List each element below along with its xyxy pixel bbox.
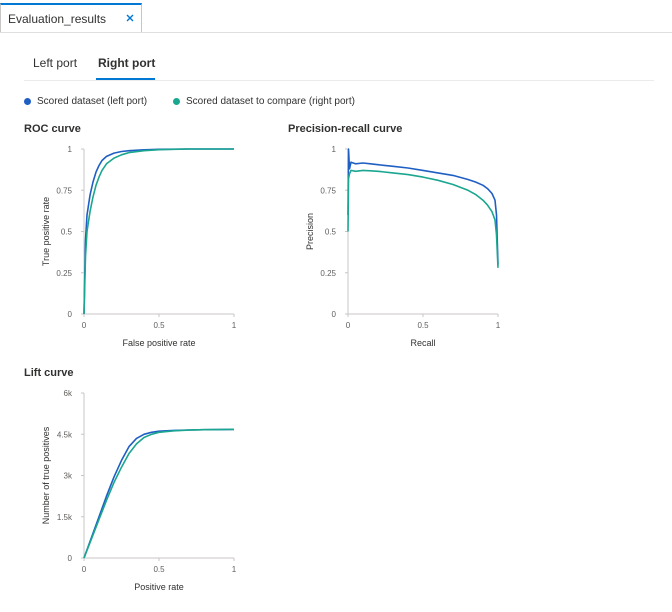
y-tick-label: 3k bbox=[64, 472, 73, 481]
x-axis-title: Positive rate bbox=[134, 582, 184, 592]
legend-dot-icon bbox=[24, 97, 31, 105]
lift-chart-title: Lift curve bbox=[24, 367, 74, 379]
y-tick-label: 0.5 bbox=[325, 228, 337, 237]
roc-chart[interactable]: 0 0.25 0.5 0.75 1 0 0.5 1 False positive rate Tru… bbox=[24, 140, 254, 355]
y-tick-label: 1 bbox=[68, 145, 73, 154]
y-tick-label: 0.75 bbox=[56, 186, 72, 195]
y-tick-label: 0.25 bbox=[320, 269, 336, 278]
series-line-right-port[interactable] bbox=[347, 169, 499, 268]
document-tab-bar: Evaluation_results bbox=[0, 0, 672, 33]
legend-dot-icon bbox=[173, 97, 180, 105]
y-tick-label: 0 bbox=[68, 310, 73, 319]
y-tick-label: 0.5 bbox=[61, 228, 73, 237]
legend-item-right-port[interactable]: Scored dataset to compare (right port) bbox=[173, 94, 355, 108]
y-tick-label: 0.75 bbox=[320, 186, 336, 195]
active-tab-indicator bbox=[96, 78, 155, 80]
document-tab-title: Evaluation_results bbox=[8, 12, 107, 26]
x-axis-title: Recall bbox=[410, 338, 435, 348]
series-line-left-port[interactable] bbox=[83, 148, 234, 315]
series-line-right-port[interactable] bbox=[83, 148, 234, 315]
y-axis-title: True positive rate bbox=[41, 197, 51, 266]
y-tick-label: 0 bbox=[68, 554, 73, 563]
y-tick-label: 4.5k bbox=[57, 430, 73, 439]
x-tick-label: 0 bbox=[346, 321, 351, 330]
tab-right-port[interactable]: Right port bbox=[98, 56, 156, 70]
x-tick-label: 0.5 bbox=[153, 565, 165, 574]
close-icon[interactable] bbox=[124, 12, 136, 24]
pr-chart[interactable]: 0 0.25 0.5 0.75 1 0 0.5 1 Recall Precision bbox=[288, 140, 518, 355]
document-tab[interactable]: Evaluation_results bbox=[0, 3, 142, 32]
lift-chart[interactable]: 0 1.5k 3k 4.5k 6k 0 0.5 1 Positive rate Number of… bbox=[24, 384, 254, 599]
y-axis-title: Precision bbox=[305, 213, 315, 250]
legend-label: Scored dataset (left port) bbox=[37, 95, 148, 107]
y-axis-title: Number of true positives bbox=[41, 426, 51, 524]
tab-left-port[interactable]: Left port bbox=[33, 56, 78, 70]
legend-label: Scored dataset to compare (right port) bbox=[186, 95, 355, 107]
x-tick-label: 1 bbox=[232, 321, 237, 330]
y-tick-label: 1 bbox=[332, 145, 337, 154]
x-tick-label: 0.5 bbox=[153, 321, 165, 330]
series-line-right-port[interactable] bbox=[83, 428, 235, 559]
y-tick-label: 1.5k bbox=[57, 513, 73, 522]
pr-chart-title: Precision-recall curve bbox=[288, 123, 403, 135]
legend-item-left-port[interactable]: Scored dataset (left port) bbox=[24, 94, 147, 108]
y-tick-label: 0.25 bbox=[56, 269, 72, 278]
series-line-left-port[interactable] bbox=[83, 428, 235, 559]
x-tick-label: 0.5 bbox=[417, 321, 429, 330]
y-tick-label: 6k bbox=[64, 389, 73, 398]
x-tick-label: 0 bbox=[82, 321, 87, 330]
series-line-left-port[interactable] bbox=[347, 148, 499, 265]
x-tick-label: 1 bbox=[496, 321, 501, 330]
y-tick-label: 0 bbox=[332, 310, 337, 319]
chart-legend: Scored dataset (left port) Scored datase… bbox=[24, 94, 524, 108]
x-axis-title: False positive rate bbox=[122, 338, 195, 348]
roc-chart-title: ROC curve bbox=[24, 123, 81, 135]
x-tick-label: 1 bbox=[232, 565, 237, 574]
port-tabs: Left port Right port bbox=[24, 48, 654, 81]
x-tick-label: 0 bbox=[82, 565, 87, 574]
